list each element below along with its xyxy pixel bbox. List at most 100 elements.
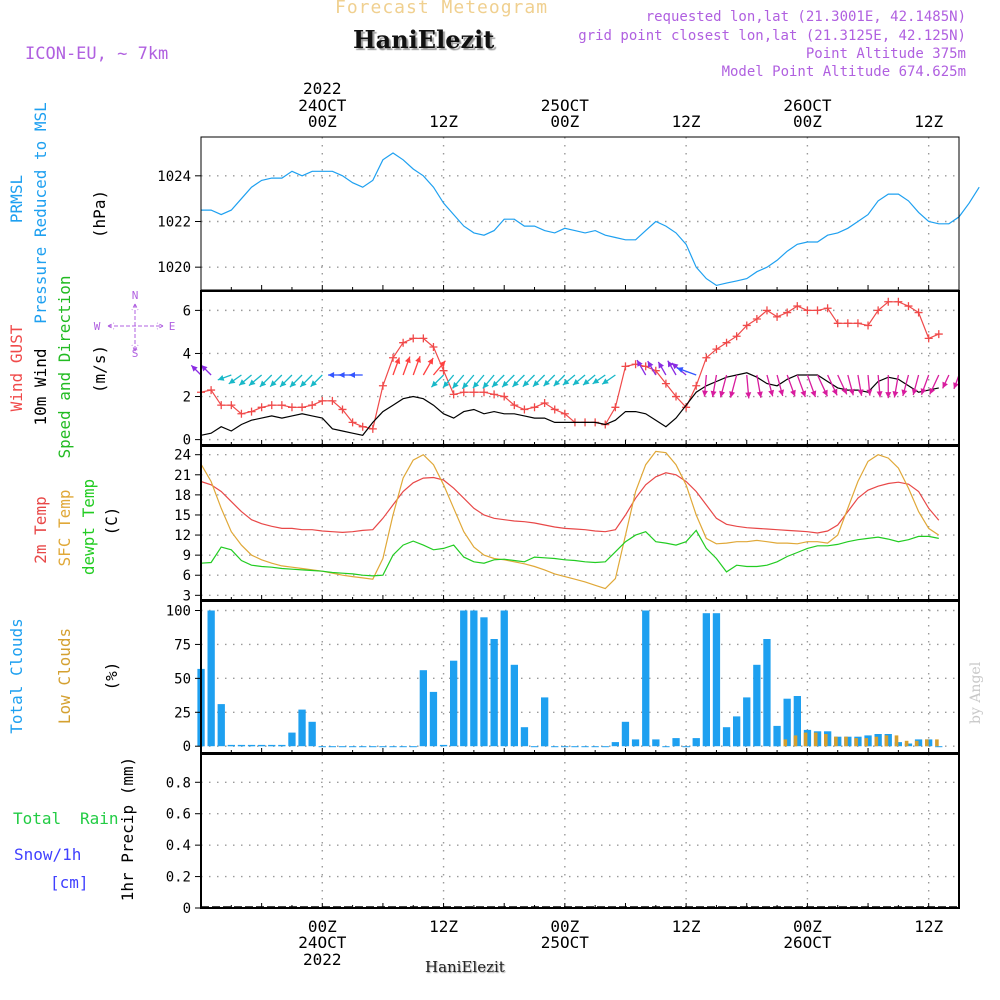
wind-gust-marker [419, 334, 428, 343]
temp-ytick-label: 9 [183, 548, 191, 564]
bottom-time-label: 12Z [429, 917, 458, 936]
wind-direction-arrow [657, 361, 667, 376]
wind-direction-arrow [279, 374, 293, 388]
wind-direction-arrow [837, 374, 848, 395]
wind-gust-marker [853, 319, 862, 328]
wind-ytick-label: 0 [183, 433, 191, 449]
total-clouds-bar [328, 746, 336, 748]
top-time-label: 00Z [308, 112, 337, 131]
wind-gust-marker [530, 403, 539, 412]
wind-gust-marker [752, 315, 761, 323]
pressure-msl-label: Pressure Reduced to MSL [31, 102, 50, 324]
low-clouds-bar [834, 736, 838, 747]
total-clouds-bar [419, 670, 427, 747]
chart-title: Forecast Meteogram [335, 0, 549, 18]
wind-direction-arrow [491, 374, 505, 388]
total-clouds-bar [581, 746, 589, 748]
wind-direction-arrow [289, 374, 303, 388]
wind-gust-marker [520, 405, 529, 414]
wind-direction-arrow [701, 374, 708, 397]
wind-gust-marker [813, 306, 822, 315]
wind-direction-arrow [582, 374, 596, 386]
snow-label: Snow/1h [14, 845, 81, 864]
location-title: HaniElezit [353, 25, 495, 54]
wind-gust-marker [338, 405, 347, 414]
wind-direction-arrow [766, 374, 775, 397]
wind-gust-marker [227, 401, 236, 410]
wind-gust-marker [399, 338, 408, 347]
wind-unit-label: (m/s) [90, 345, 109, 393]
total-clouds-bar [349, 746, 357, 748]
low-clouds-bar [925, 739, 929, 747]
total-clouds-bar [571, 746, 579, 748]
wind-direction-arrow [806, 374, 817, 398]
wind-direction-arrow [710, 374, 718, 398]
total-clouds-bar [692, 738, 700, 747]
wind-direction-arrow [451, 374, 465, 389]
total-clouds-bar [854, 736, 862, 747]
footer-location: HaniElezit [425, 958, 505, 976]
wind-gust-marker [348, 418, 357, 427]
bottom-time-label: 00Z [308, 917, 337, 936]
wind-direction-arrow [827, 374, 838, 396]
precip-panel-frame [200, 753, 960, 909]
total-clouds-bar [824, 731, 832, 747]
wind-gust-marker [611, 403, 620, 412]
temp-sfc-label: SFC Temp [55, 489, 74, 566]
total-clouds-bar [894, 742, 902, 747]
clouds-ytick-label: 0 [183, 739, 191, 755]
wind-direction-arrow [512, 374, 525, 388]
wind-gust-marker [550, 405, 559, 414]
wind-gust-marker [358, 422, 367, 431]
total-clouds-bar [864, 735, 872, 747]
wind-direction-arrow [412, 355, 421, 376]
wind-direction-arrow [667, 360, 677, 376]
temp-ytick-label: 18 [174, 488, 191, 504]
wind-gust-marker [409, 334, 418, 343]
total-clouds-bar [783, 698, 791, 747]
wind-gust-marker [924, 334, 933, 343]
pressure-unit-label: (hPa) [90, 190, 109, 238]
wind-direction-arrow [796, 374, 807, 398]
wind-gust-marker [894, 297, 903, 306]
wind-direction-arrow [816, 374, 829, 397]
total-clouds-bar [460, 610, 468, 747]
precip-ytick-label: 0.2 [166, 870, 191, 886]
pressure-ytick-label: 1024 [157, 169, 191, 185]
bottom-time-label: 00Z [793, 917, 822, 936]
compass-south: S [132, 347, 139, 360]
compass-north: N [132, 289, 139, 302]
wind-gust-marker [298, 403, 307, 412]
wind-gust-marker [510, 401, 519, 410]
prmsl-line [201, 152, 980, 287]
temp-ytick-label: 12 [174, 528, 191, 544]
wind-gust-marker [793, 302, 802, 311]
wind-direction-arrow [553, 374, 566, 387]
total-clouds-bar [450, 660, 458, 747]
wind-direction-arrow [190, 364, 202, 376]
total-clouds-bar [702, 613, 710, 747]
total-clouds-bar [743, 697, 751, 747]
wind-gust-marker [287, 403, 296, 412]
wind-gust-marker [449, 390, 458, 399]
wind-direction-arrow [920, 374, 930, 396]
total-clouds-bar [470, 610, 478, 747]
total-clouds-bar [227, 744, 235, 747]
top-time-label: 12Z [914, 112, 943, 131]
wind-gust-marker [378, 381, 387, 390]
total-clouds-bar [672, 738, 680, 747]
wind-gust-marker [247, 407, 256, 416]
wind-direction-arrow [892, 374, 900, 398]
wind-direction-label: Speed and Direction [55, 275, 74, 458]
total-clouds-bar [258, 744, 266, 747]
total-clouds-bar [288, 732, 296, 747]
wind-gust-marker [237, 409, 246, 418]
wind-direction-arrow [543, 374, 556, 387]
wind-gust-marker [773, 312, 782, 321]
total-clouds-bar [429, 691, 438, 747]
low-clouds-bar [864, 738, 868, 747]
temp-2m-line [200, 472, 940, 534]
wind-gust-marker [368, 424, 377, 433]
total-clouds-bar [510, 664, 518, 747]
wind-direction-arrow [776, 374, 785, 397]
